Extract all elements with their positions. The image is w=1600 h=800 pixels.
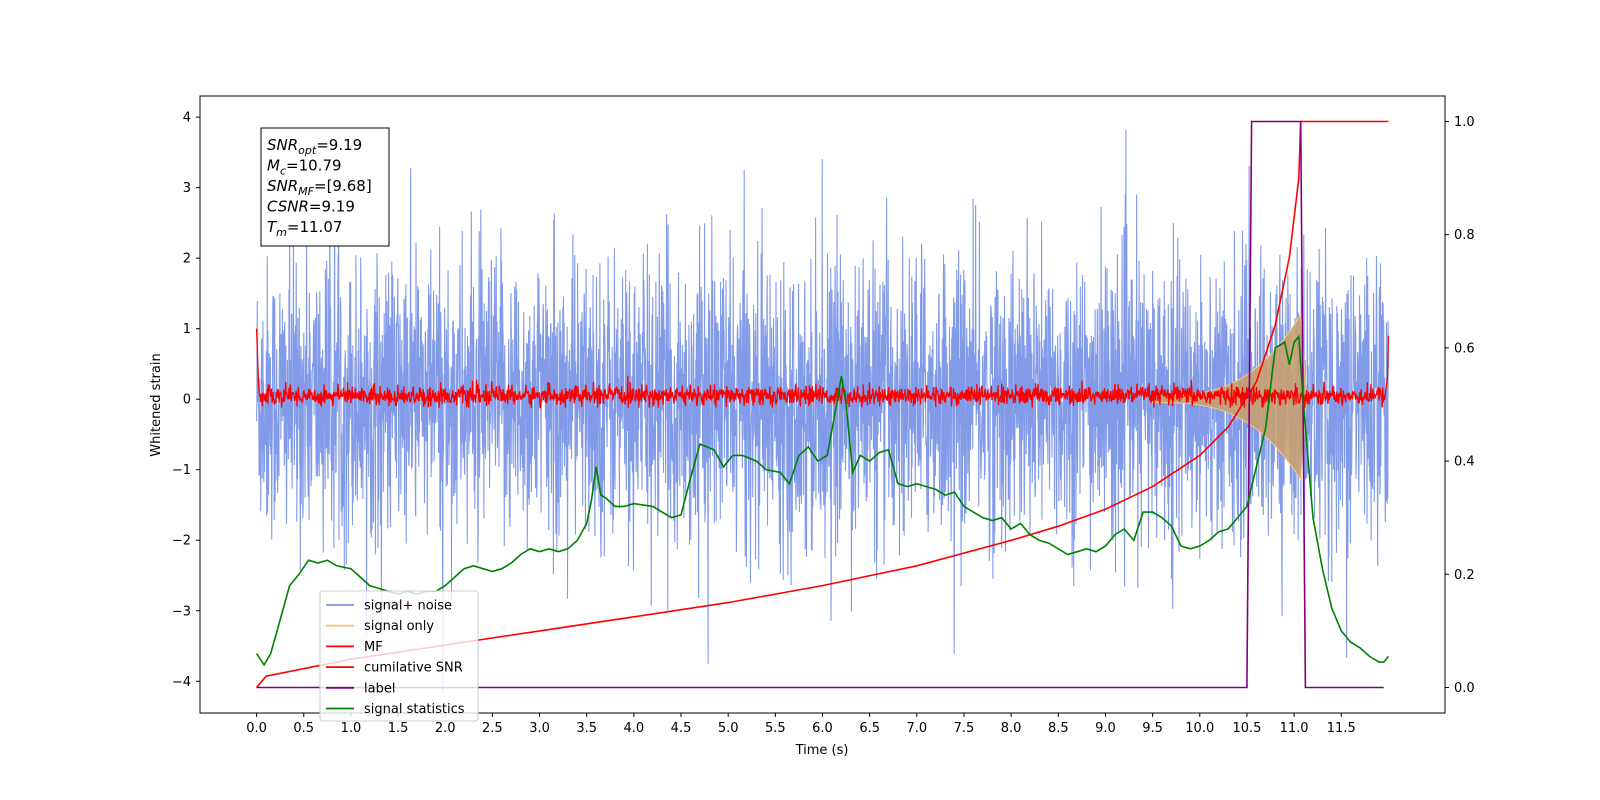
x-tick-label: 9.5 [1142, 721, 1163, 736]
y2-tick-label: 1.0 [1454, 115, 1475, 130]
x-tick-label: 3.5 [576, 721, 597, 736]
x-tick-label: 4.5 [671, 721, 692, 736]
stats-annotation: SNRopt=9.19Mc=10.79SNRMF=[9.68]CSNR=9.19… [260, 127, 390, 247]
x-tick-label: 7.0 [906, 721, 927, 736]
x-tick-label: 11.0 [1280, 721, 1309, 736]
y2-tick-label: 0.0 [1454, 681, 1475, 696]
y2-tick-label: 0.4 [1454, 455, 1475, 470]
x-tick-label: 2.0 [435, 721, 456, 736]
stats-line: Tm=11.07 [267, 218, 342, 239]
stats-line: SNRopt=9.19 [267, 136, 362, 157]
stats-line: SNRMF=[9.68] [267, 177, 372, 198]
x-axis: 0.0 0.5 1.0 1.5 2.0 2.5 3.0 3.5 4.0 4.5 5.0 5.5 6.0 6… [246, 713, 1356, 736]
y-tick-label: −4 [172, 675, 191, 690]
y-axis-right: 0.0 0.2 0.4 0.6 0.8 1.0 [1445, 115, 1475, 696]
x-axis-label: Time (s) [795, 743, 849, 758]
y2-tick-label: 0.6 [1454, 341, 1475, 356]
x-tick-label: 7.5 [954, 721, 975, 736]
x-tick-label: 1.0 [341, 721, 362, 736]
series-mf [255, 328, 1390, 409]
y-tick-label: −1 [172, 463, 191, 478]
legend-entry: signal+ noise [364, 599, 452, 614]
x-tick-label: 5.0 [718, 721, 739, 736]
legend-frame [319, 590, 479, 722]
y-axis-left: −4 −3 −2 −1 0 1 2 3 4 [172, 111, 200, 690]
x-tick-label: 6.5 [859, 721, 880, 736]
x-tick-label: 5.5 [765, 721, 786, 736]
x-tick-label: 2.5 [482, 721, 503, 736]
y-tick-label: 0 [183, 393, 191, 408]
legend: signal+ noise signal only MF cumilative SNR… [319, 590, 479, 722]
y-tick-label: 1 [183, 322, 191, 337]
stats-line: Mc=10.79 [267, 157, 342, 178]
x-tick-label: 11.5 [1327, 721, 1356, 736]
series-mf-line [255, 328, 1390, 409]
legend-entry: MF [364, 640, 383, 655]
y-tick-label: 2 [183, 252, 191, 267]
y2-tick-label: 0.8 [1454, 228, 1475, 243]
x-tick-label: 1.5 [388, 721, 409, 736]
y2-tick-label: 0.2 [1454, 568, 1475, 583]
stats-line: CSNR=9.19 [267, 198, 355, 216]
x-tick-label: 10.5 [1232, 721, 1261, 736]
x-tick-label: 4.0 [624, 721, 645, 736]
x-tick-label: 10.0 [1185, 721, 1214, 736]
y-tick-label: 4 [183, 111, 191, 126]
legend-entry: label [364, 681, 395, 696]
y-tick-label: −2 [172, 534, 191, 549]
x-tick-label: 8.0 [1001, 721, 1022, 736]
y-axis-label: Whitened strain [149, 353, 164, 456]
series-label-line [256, 120, 1384, 689]
x-tick-label: 6.0 [812, 721, 833, 736]
x-tick-label: 3.0 [529, 721, 550, 736]
legend-entry: signal statistics [364, 702, 465, 717]
plot-area [255, 120, 1390, 692]
y-tick-label: 3 [183, 181, 191, 196]
stats-box-frame [260, 127, 390, 247]
legend-entry: signal only [364, 619, 434, 634]
y-tick-label: −3 [172, 604, 191, 619]
x-tick-label: 0.5 [293, 721, 314, 736]
series-signal-statistics-line [255, 334, 1390, 667]
legend-entry: cumilative SNR [364, 661, 463, 676]
x-tick-label: 9.0 [1095, 721, 1116, 736]
x-tick-label: 8.5 [1048, 721, 1069, 736]
x-tick-label: 0.0 [246, 721, 267, 736]
